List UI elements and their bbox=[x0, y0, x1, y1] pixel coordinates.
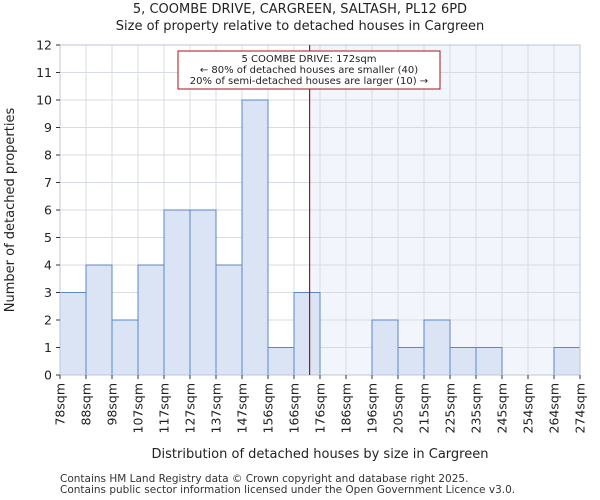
y-tick-label: 4 bbox=[44, 258, 52, 273]
y-tick-label: 9 bbox=[44, 120, 52, 135]
y-tick-label: 7 bbox=[44, 175, 52, 190]
y-tick-label: 6 bbox=[44, 203, 52, 218]
y-tick-label: 3 bbox=[44, 285, 52, 300]
x-tick-label: 107sqm bbox=[131, 383, 146, 433]
y-axis-label: Number of detached properties bbox=[3, 108, 18, 313]
x-tick-label: 78sqm bbox=[53, 383, 68, 426]
histogram-bar bbox=[475, 347, 503, 376]
x-tick-label: 117sqm bbox=[157, 383, 172, 433]
histogram-bar bbox=[449, 347, 477, 376]
x-tick-label: 225sqm bbox=[443, 383, 458, 433]
y-tick-label: 0 bbox=[44, 368, 52, 383]
x-tick-label: 245sqm bbox=[495, 383, 510, 433]
histogram-bar bbox=[59, 292, 87, 376]
histogram-bar bbox=[241, 99, 269, 376]
x-tick-label: 88sqm bbox=[79, 383, 94, 426]
annotation-line: ← 80% of detached houses are smaller (40… bbox=[200, 65, 418, 76]
x-tick-label: 205sqm bbox=[391, 383, 406, 433]
histogram-bar bbox=[111, 319, 139, 376]
y-tick-label: 8 bbox=[44, 148, 52, 163]
x-tick-label: 127sqm bbox=[183, 383, 198, 433]
y-tick-label: 1 bbox=[44, 340, 52, 355]
x-tick-label: 147sqm bbox=[235, 383, 250, 433]
x-tick-label: 196sqm bbox=[365, 383, 380, 433]
x-tick-label: 274sqm bbox=[573, 383, 588, 433]
y-tick-label: 12 bbox=[36, 38, 52, 53]
x-tick-label: 186sqm bbox=[339, 383, 354, 433]
histogram-bar bbox=[423, 319, 451, 376]
y-tick-label: 11 bbox=[36, 65, 52, 80]
x-tick-label: 137sqm bbox=[209, 383, 224, 433]
histogram-bar bbox=[371, 319, 399, 376]
histogram-bar bbox=[137, 264, 165, 376]
x-tick-label: 176sqm bbox=[313, 383, 328, 433]
histogram-bar bbox=[85, 264, 113, 376]
x-tick-label: 156sqm bbox=[261, 383, 276, 433]
x-tick-label: 264sqm bbox=[547, 383, 562, 433]
y-tick-label: 2 bbox=[44, 313, 52, 328]
x-axis-label: Distribution of detached houses by size … bbox=[152, 447, 489, 462]
y-tick-label: 10 bbox=[36, 93, 52, 108]
histogram-bar bbox=[397, 347, 425, 376]
histogram-bar bbox=[553, 347, 581, 376]
chart-subtitle: Size of property relative to detached ho… bbox=[115, 19, 485, 34]
histogram-bar bbox=[293, 292, 321, 376]
footer-licence: Contains public sector information licen… bbox=[60, 484, 516, 496]
x-tick-label: 235sqm bbox=[469, 383, 484, 433]
histogram-bar bbox=[189, 209, 217, 376]
x-tick-label: 166sqm bbox=[287, 383, 302, 433]
histogram-bar bbox=[267, 347, 295, 376]
annotation-line: 20% of semi-detached houses are larger (… bbox=[190, 76, 428, 87]
histogram-bar bbox=[215, 264, 243, 376]
x-tick-label: 98sqm bbox=[105, 383, 120, 426]
footer-copyright: Contains HM Land Registry data © Crown c… bbox=[60, 473, 469, 485]
histogram-bar bbox=[163, 209, 191, 376]
x-tick-label: 215sqm bbox=[417, 383, 432, 433]
annotation-box bbox=[177, 50, 441, 90]
y-tick-label: 5 bbox=[44, 230, 52, 245]
chart-title: 5, COOMBE DRIVE, CARGREEN, SALTASH, PL12… bbox=[132, 2, 468, 17]
x-tick-label: 254sqm bbox=[521, 383, 536, 433]
annotation-line: 5 COOMBE DRIVE: 172sqm bbox=[242, 54, 377, 65]
